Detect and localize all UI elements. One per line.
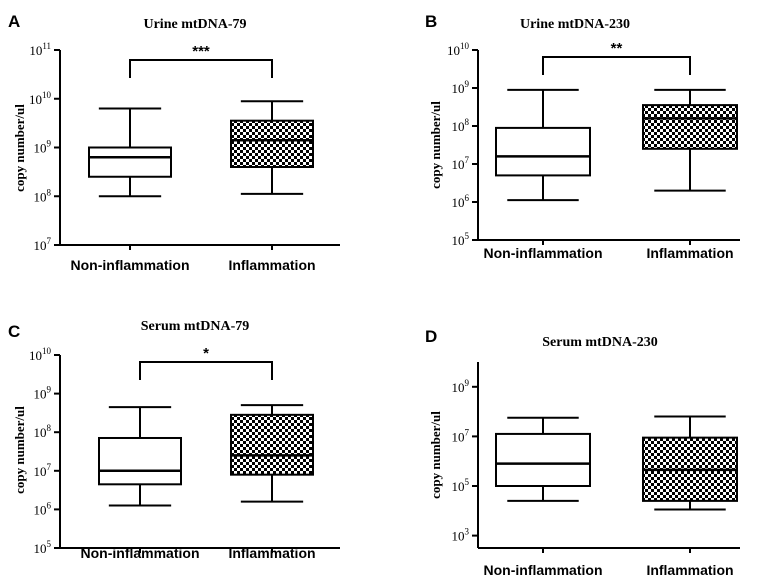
y-tick-label: 106 xyxy=(452,193,470,210)
y-tick-label: 106 xyxy=(34,500,52,517)
box-iqr xyxy=(230,119,314,168)
box-iqr xyxy=(642,104,738,150)
y-tick-label: 1011 xyxy=(29,41,51,58)
panel-A: A Urine mtDNA-79 copy number/ul 107 108 109 10… xyxy=(8,12,340,273)
box-1 xyxy=(642,415,738,511)
box-1 xyxy=(230,404,314,503)
y-tick-label: 108 xyxy=(34,187,52,204)
chart-title: Serum mtDNA-79 xyxy=(141,319,249,334)
y-tick-label: 1010 xyxy=(447,41,470,58)
panel-D: D Serum mtDNA-230 copy number/ul 103 105 107 1… xyxy=(425,327,740,578)
y-tick-label: 107 xyxy=(34,236,52,253)
chart-title: Urine mtDNA-230 xyxy=(520,17,630,32)
y-axis-label: copy number/ul xyxy=(428,101,443,189)
box-iqr xyxy=(88,146,172,178)
x-tick-label: Non-inflammation xyxy=(81,545,200,561)
x-tick-label: Inflammation xyxy=(646,245,733,261)
y-tick-label: 105 xyxy=(34,539,52,556)
panel-C: C Serum mtDNA-79 copy number/ul 105 106 107 10… xyxy=(8,319,340,561)
x-tick-label: Inflammation xyxy=(228,257,315,273)
box-1 xyxy=(642,88,738,192)
y-tick-label: 105 xyxy=(452,231,470,248)
y-tick-label: 103 xyxy=(452,527,470,544)
x-tick-label: Non-inflammation xyxy=(484,562,603,578)
y-axis-label: copy number/ul xyxy=(12,406,27,494)
y-tick-label: 107 xyxy=(34,462,52,479)
y-tick-label: 108 xyxy=(34,423,52,440)
significance-bracket xyxy=(542,56,691,75)
box-0 xyxy=(495,88,591,202)
panel-letter: C xyxy=(8,322,20,341)
y-tick-label: 107 xyxy=(452,427,470,444)
chart-title: Urine mtDNA-79 xyxy=(143,17,246,32)
box-iqr xyxy=(495,432,591,488)
y-tick-label: 1010 xyxy=(29,90,52,107)
box-0 xyxy=(98,406,182,507)
significance-label: ** xyxy=(611,40,623,57)
significance-label: *** xyxy=(192,43,210,60)
y-tick-label: 109 xyxy=(452,378,470,395)
panel-B: B Urine mtDNA-230 copy number/ul 105 106 107 1… xyxy=(425,12,740,261)
box-1 xyxy=(230,100,314,195)
y-tick-label: 109 xyxy=(34,385,52,402)
significance-label: * xyxy=(203,345,209,362)
box-0 xyxy=(495,416,591,502)
panel-letter: D xyxy=(425,327,437,346)
x-tick-label: Non-inflammation xyxy=(484,245,603,261)
box-iqr xyxy=(230,413,314,476)
panel-letter: B xyxy=(425,12,437,31)
box-0 xyxy=(88,107,172,198)
chart-title: Serum mtDNA-230 xyxy=(542,335,657,350)
y-tick-label: 108 xyxy=(452,117,470,134)
box-iqr xyxy=(495,126,591,177)
x-tick-label: Non-inflammation xyxy=(71,257,190,273)
significance-bracket xyxy=(129,59,273,78)
y-tick-label: 105 xyxy=(452,477,470,494)
box-iqr xyxy=(98,436,182,486)
y-tick-label: 109 xyxy=(452,79,470,96)
significance-bracket xyxy=(139,361,273,380)
x-tick-label: Inflammation xyxy=(228,545,315,561)
y-tick-label: 107 xyxy=(452,155,470,172)
panel-letter: A xyxy=(8,12,20,31)
y-axis-label: copy number/ul xyxy=(428,411,443,499)
x-tick-label: Inflammation xyxy=(646,562,733,578)
y-tick-label: 109 xyxy=(34,139,52,156)
y-axis-label: copy number/ul xyxy=(12,104,27,192)
y-tick-label: 1010 xyxy=(29,346,52,363)
